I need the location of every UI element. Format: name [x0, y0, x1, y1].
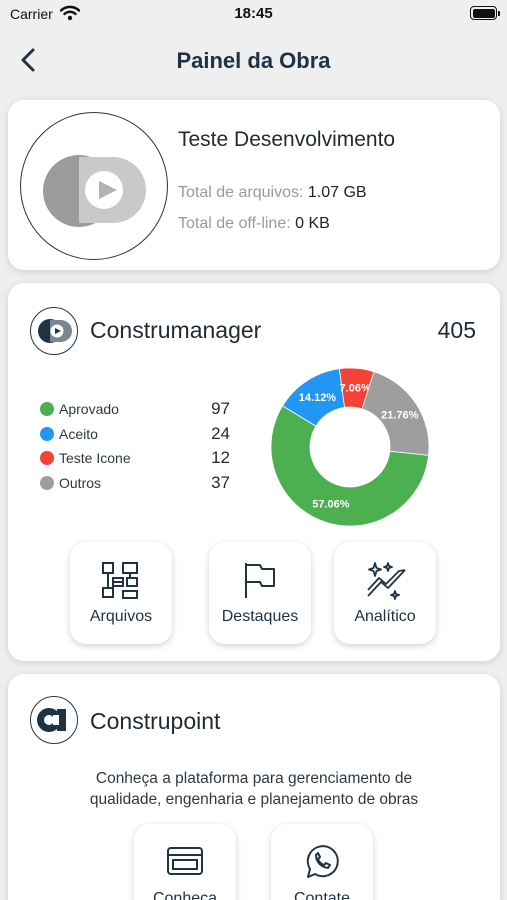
donut-value-label: 14.12%: [299, 392, 337, 404]
total-files-stat: Total de arquivos: 1.07 GB: [178, 184, 367, 202]
legend-label: Outros: [59, 474, 102, 491]
carrier-label: Carrier: [10, 6, 53, 22]
legend-item-teste-icone: Teste Icone 12: [40, 448, 240, 473]
legend-dot-teste-icone: [40, 451, 54, 465]
construpoint-brand-icon: [30, 696, 78, 744]
contate-label: Contate: [293, 890, 351, 900]
construpoint-title: Construpoint: [90, 708, 221, 734]
description-line: qualidade, engenharia e planejamento de …: [89, 791, 419, 808]
status-legend: Aprovado 97 Aceito 24 Teste Icone 12 Out…: [40, 399, 240, 497]
total-offline-value: 0 KB: [295, 215, 330, 232]
construmanager-brand-icon: [30, 307, 78, 355]
total-files-label: Total de arquivos:: [178, 184, 304, 201]
browser-window-icon: [167, 847, 203, 875]
legend-dot-aprovado: [40, 402, 54, 416]
legend-item-aceito: Aceito 24: [40, 424, 240, 449]
back-button[interactable]: [14, 44, 44, 76]
construmanager-card: Construmanager 405 Aprovado 97 Aceito 24…: [8, 283, 500, 661]
construmanager-total: 405: [437, 317, 476, 343]
destaques-button[interactable]: Destaques: [209, 542, 311, 644]
construpoint-description: Conheça a plataforma para gerenciamento …: [38, 768, 470, 810]
battery-icon: [470, 6, 500, 20]
legend-value: 12: [211, 448, 230, 467]
legend-value: 97: [211, 399, 230, 418]
construmanager-title: Construmanager: [90, 317, 262, 343]
flag-icon: [245, 563, 275, 598]
donut-value-label: 21.76%: [381, 409, 419, 421]
legend-value: 37: [211, 472, 230, 492]
conheca-label: Conheça: [152, 890, 218, 900]
analitico-label: Analítico: [354, 608, 416, 625]
total-files-value: 1.07 GB: [307, 184, 367, 201]
project-card: Teste Desenvolvimento Total de arquivos:…: [8, 100, 500, 270]
legend-label: Aceito: [59, 425, 98, 442]
description-line: Conheça a plataforma para gerenciamento …: [95, 770, 413, 787]
donut-value-label: 7.06%: [340, 383, 371, 395]
nav-bar: Painel da Obra: [0, 38, 507, 84]
conheca-button[interactable]: Conheça: [134, 824, 236, 900]
status-donut-chart[interactable]: 57.06% 14.12%7.06% 21.76%: [270, 367, 430, 527]
donut-slice-aprovado[interactable]: [270, 405, 430, 527]
total-offline-label: Total de off-line:: [178, 215, 291, 232]
files-structure-icon: [102, 562, 138, 599]
total-offline-stat: Total de off-line: 0 KB: [178, 215, 330, 233]
construmanager-logo-icon: [43, 155, 146, 227]
project-logo: [20, 112, 168, 260]
wifi-icon: [60, 5, 80, 21]
status-bar: Carrier 18:45: [0, 0, 507, 30]
clock: 18:45: [234, 5, 273, 22]
contate-button[interactable]: Contate: [271, 824, 373, 900]
whatsapp-icon: [306, 845, 339, 878]
legend-item-outros: Outros 37: [40, 473, 240, 498]
donut-value-label: 57.06%: [312, 498, 350, 510]
legend-dot-outros: [40, 475, 54, 490]
donut-slice-outros[interactable]: [361, 371, 430, 456]
arquivos-button[interactable]: Arquivos: [70, 542, 172, 644]
analitico-button[interactable]: Analítico: [334, 542, 436, 644]
sparkle-chart-icon: [367, 562, 406, 600]
legend-label: Teste Icone: [59, 450, 131, 466]
legend-label: Aprovado: [59, 401, 119, 417]
legend-value: 24: [211, 423, 230, 443]
arquivos-label: Arquivos: [89, 608, 153, 625]
legend-dot-aceito: [40, 426, 54, 441]
page-title: Painel da Obra: [176, 48, 331, 73]
project-name: Teste Desenvolvimento: [178, 128, 396, 151]
legend-item-aprovado: Aprovado 97: [40, 399, 240, 424]
destaques-label: Destaques: [221, 608, 299, 625]
construpoint-card: Construpoint Conheça a plataforma para g…: [8, 674, 500, 900]
